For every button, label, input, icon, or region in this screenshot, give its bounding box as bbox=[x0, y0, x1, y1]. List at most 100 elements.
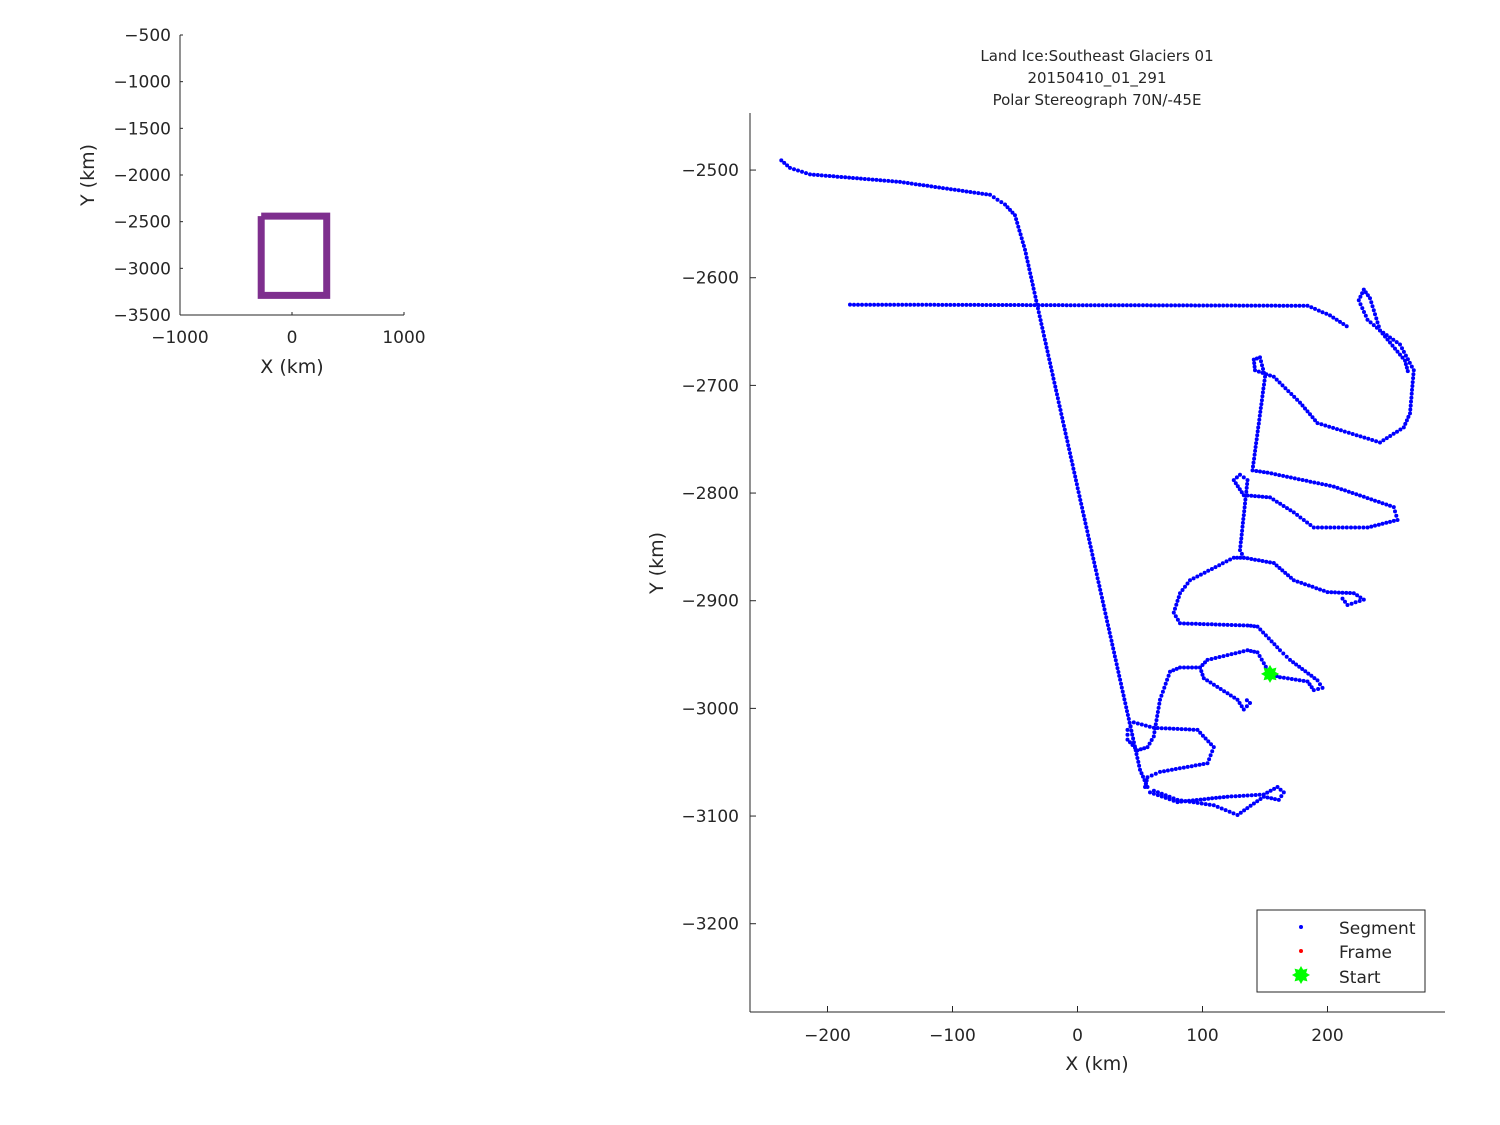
segment-point bbox=[1100, 595, 1104, 600]
segment-point bbox=[1030, 282, 1035, 287]
segment-point bbox=[1153, 726, 1158, 731]
segment-point bbox=[1077, 494, 1082, 499]
segment-point bbox=[1040, 303, 1045, 308]
segment-point bbox=[1175, 726, 1180, 731]
segment-point bbox=[1259, 359, 1263, 364]
segment-point bbox=[1171, 668, 1176, 673]
segment-point bbox=[1195, 574, 1200, 579]
segment-point bbox=[1153, 303, 1157, 308]
segment-point bbox=[1394, 340, 1399, 345]
segment-point bbox=[1305, 303, 1310, 308]
segment-point bbox=[1217, 795, 1222, 800]
segment-point bbox=[1303, 406, 1307, 411]
overview-x-label: X (km) bbox=[260, 356, 323, 378]
segment-point bbox=[1183, 727, 1188, 732]
segment-point bbox=[1099, 591, 1104, 596]
segment-point bbox=[796, 168, 800, 173]
segment-point bbox=[1231, 478, 1236, 483]
segment-point bbox=[999, 200, 1004, 205]
segment-point bbox=[1222, 689, 1227, 694]
segment-point bbox=[1207, 802, 1212, 807]
segment-point bbox=[1188, 578, 1192, 583]
segment-point bbox=[1029, 275, 1034, 280]
segment-point bbox=[1120, 303, 1125, 308]
segment-point bbox=[1059, 412, 1064, 416]
segment-point bbox=[1032, 290, 1037, 295]
segment-point bbox=[1087, 537, 1091, 542]
segment-point bbox=[1208, 753, 1213, 758]
segment-point bbox=[1025, 259, 1030, 264]
segment-point bbox=[1181, 303, 1186, 308]
segment-point bbox=[1097, 584, 1102, 588]
segment-point bbox=[1261, 794, 1266, 799]
segment-point bbox=[1084, 525, 1089, 530]
segment-point bbox=[1217, 622, 1222, 627]
segment-point bbox=[1159, 726, 1164, 731]
segment-point bbox=[1200, 733, 1205, 738]
segment-point bbox=[1143, 723, 1148, 728]
segment-point bbox=[1340, 525, 1345, 530]
legend-start-label: Start bbox=[1339, 968, 1381, 988]
segment-point bbox=[1026, 263, 1031, 268]
segment-point bbox=[1033, 294, 1038, 299]
segment-point bbox=[1260, 559, 1265, 563]
segment-point bbox=[1195, 727, 1200, 732]
segment-point bbox=[1265, 470, 1270, 475]
segment-point bbox=[1240, 528, 1245, 533]
segment-point bbox=[1211, 745, 1216, 750]
segment-point bbox=[1183, 584, 1187, 589]
segment-point bbox=[1128, 724, 1133, 729]
legend-frame-marker bbox=[1299, 949, 1303, 953]
segment-point bbox=[1373, 498, 1377, 503]
segment-point bbox=[1256, 558, 1261, 563]
segment-point bbox=[1109, 638, 1114, 643]
segment-point bbox=[1253, 303, 1258, 308]
segment-point bbox=[1249, 303, 1254, 308]
segment-point bbox=[1370, 438, 1375, 442]
segment-point bbox=[1038, 318, 1043, 323]
segment-point bbox=[1261, 386, 1266, 391]
segment-point bbox=[1207, 757, 1212, 762]
segment-point bbox=[800, 169, 804, 174]
segment-point bbox=[1178, 665, 1182, 670]
segment-point bbox=[1252, 361, 1257, 366]
segment-point bbox=[1221, 654, 1226, 659]
segment-point bbox=[1124, 705, 1129, 710]
segment-point bbox=[819, 173, 824, 178]
segment-point bbox=[1301, 678, 1306, 683]
segment-point bbox=[1032, 303, 1037, 308]
segment-point bbox=[1115, 666, 1120, 671]
segment-point bbox=[864, 302, 869, 307]
segment-point bbox=[1278, 787, 1283, 792]
segment-point bbox=[1340, 596, 1345, 601]
segment-point bbox=[1356, 298, 1361, 303]
segment-point bbox=[1260, 370, 1265, 375]
segment-point bbox=[980, 303, 985, 307]
segment-point bbox=[1291, 578, 1296, 583]
segment-point bbox=[1261, 470, 1266, 475]
segment-point bbox=[1400, 346, 1404, 351]
segment-point bbox=[1272, 786, 1277, 791]
segment-point bbox=[1165, 768, 1170, 773]
segment-point bbox=[1225, 794, 1230, 799]
segment-track bbox=[779, 158, 1286, 817]
segment-point bbox=[1409, 395, 1414, 400]
main-y-tick-label: −2600 bbox=[681, 269, 739, 289]
segment-point bbox=[1381, 438, 1386, 443]
segment-point bbox=[1225, 303, 1230, 308]
segment-point bbox=[835, 174, 840, 179]
segment-point bbox=[1086, 533, 1091, 538]
segment-point bbox=[1409, 391, 1414, 396]
segment-point bbox=[1138, 767, 1142, 772]
segment-point bbox=[1368, 296, 1372, 301]
segment-point bbox=[1219, 806, 1224, 811]
segment-point bbox=[1250, 468, 1255, 473]
segment-point bbox=[1010, 210, 1015, 215]
segment-point bbox=[1344, 590, 1349, 595]
segment-point bbox=[1277, 566, 1282, 570]
segment-point bbox=[1336, 590, 1341, 595]
segment-point bbox=[1145, 303, 1149, 308]
segment-point bbox=[1324, 525, 1329, 530]
segment-point bbox=[1132, 303, 1137, 308]
segment-point bbox=[1074, 482, 1079, 487]
